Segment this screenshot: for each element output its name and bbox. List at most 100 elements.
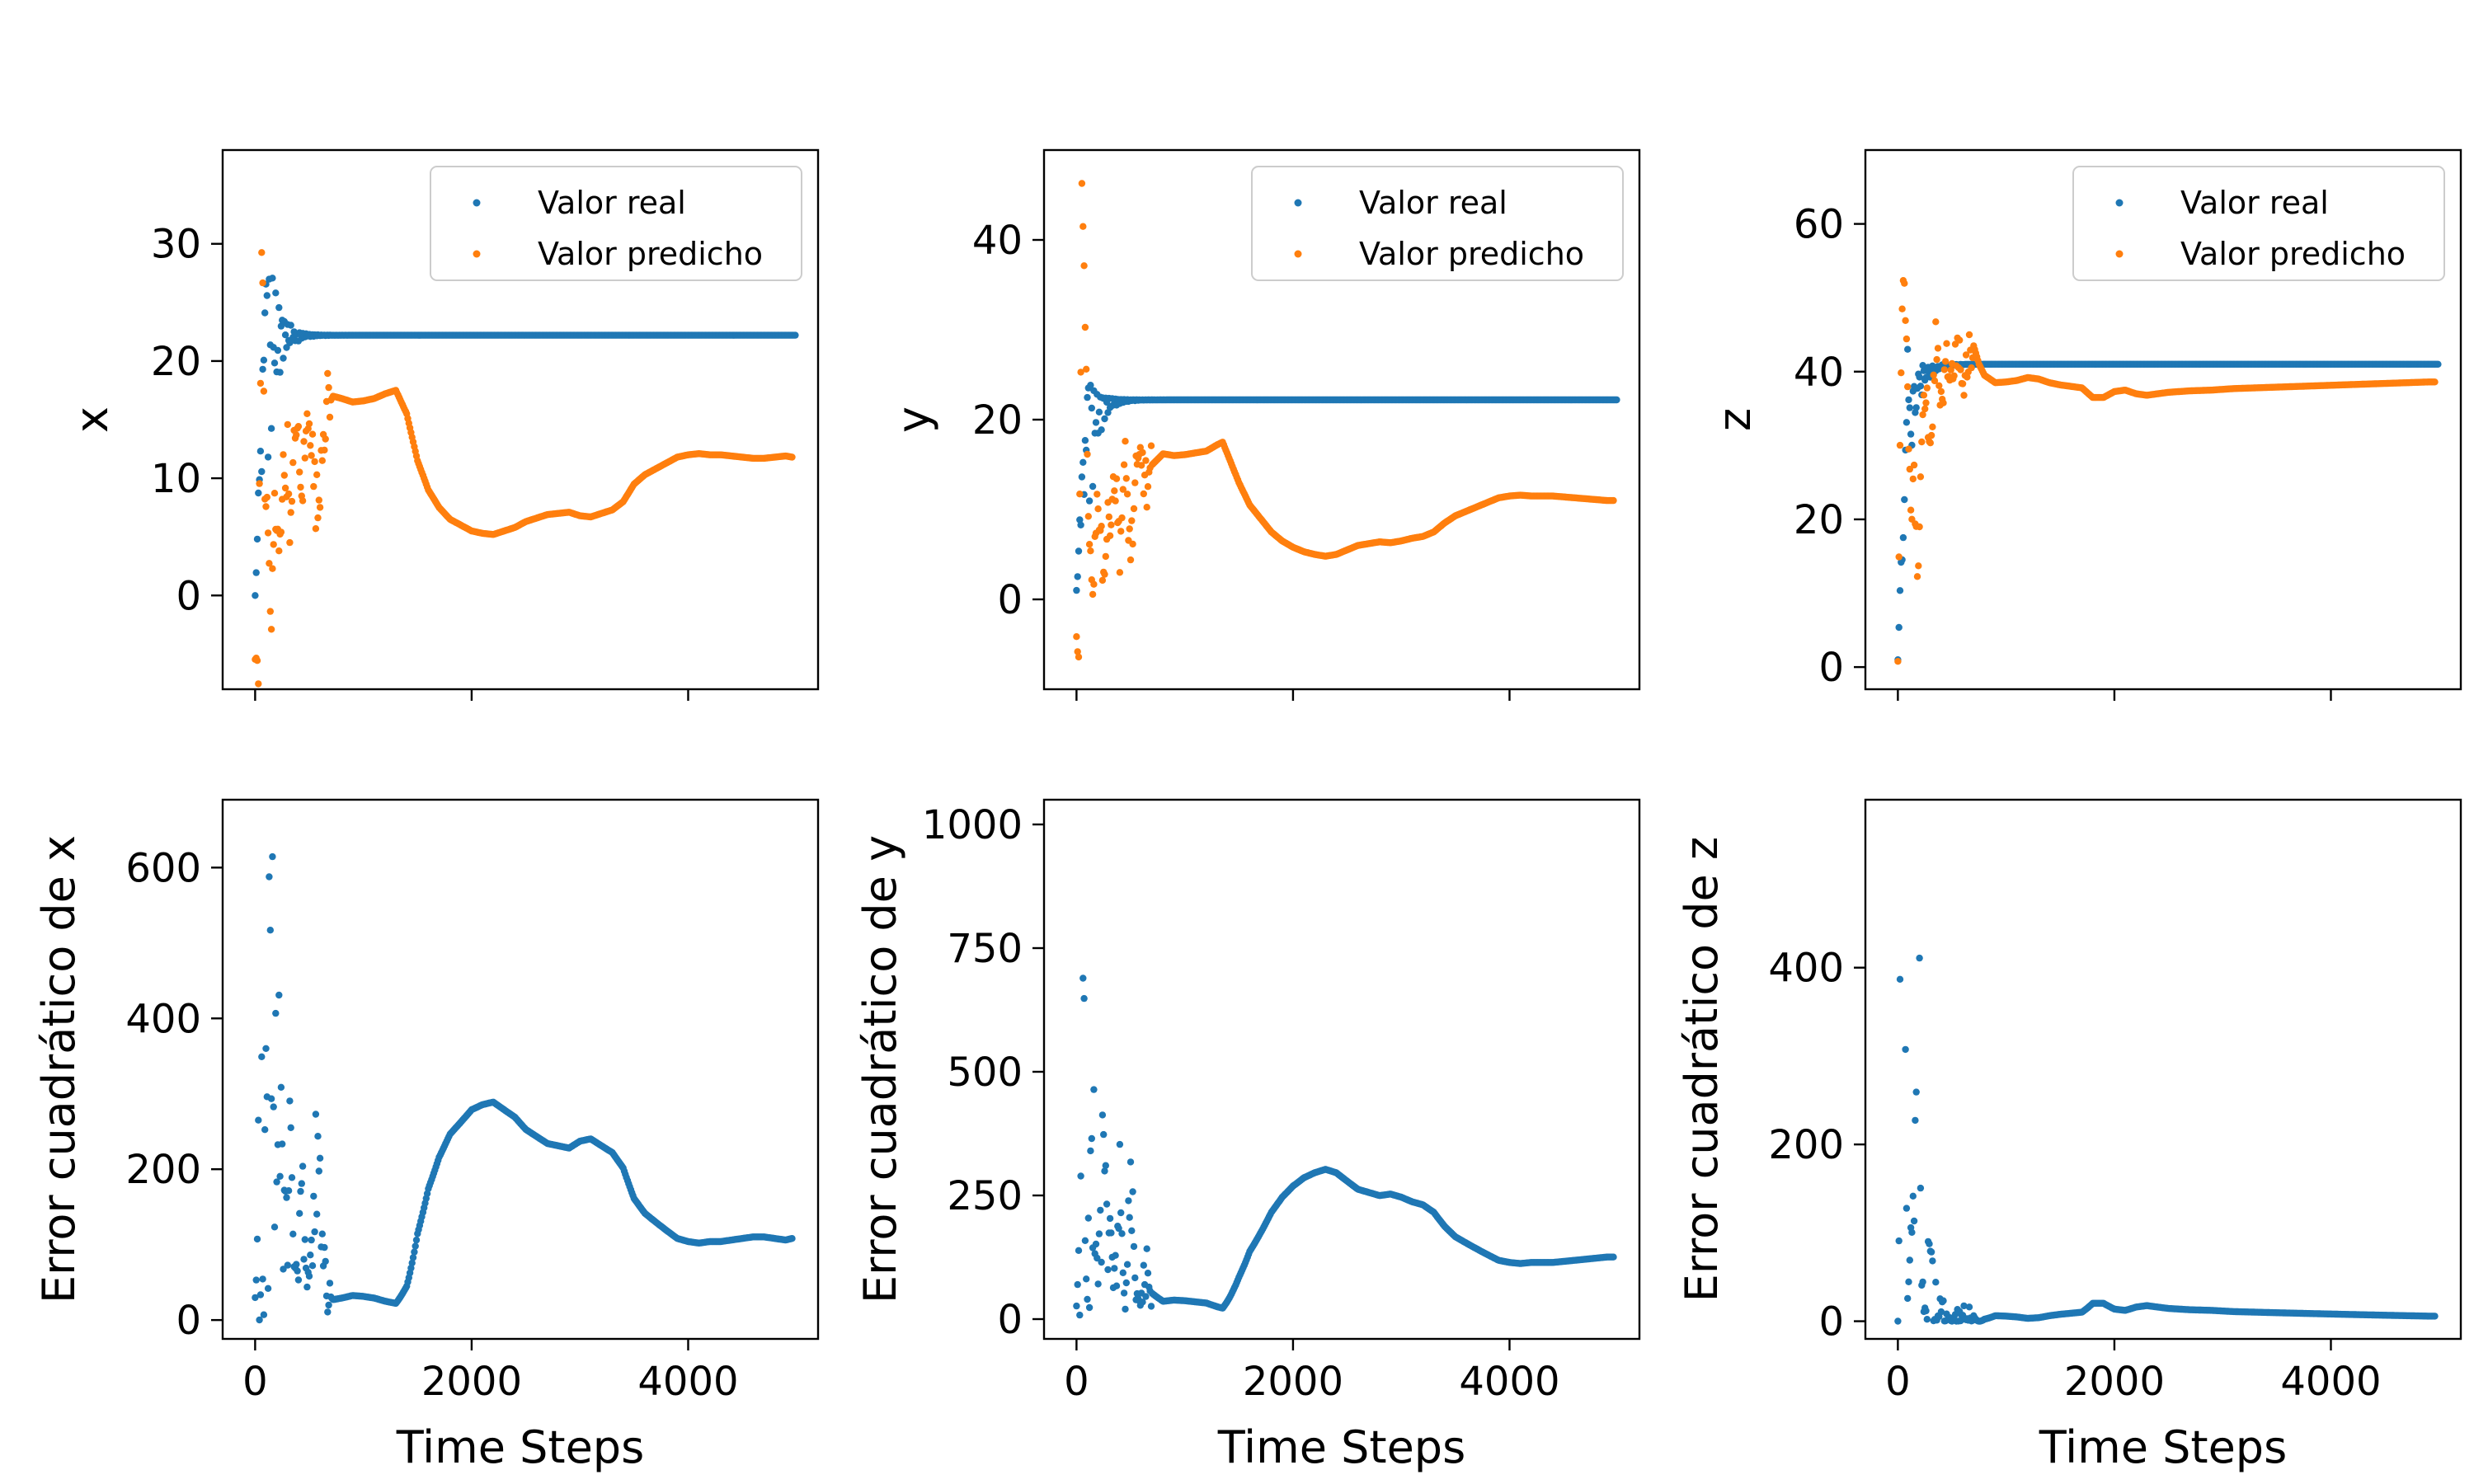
error-point — [1098, 1258, 1105, 1266]
real-point — [1079, 458, 1087, 466]
real-point — [1903, 419, 1911, 426]
error-point — [303, 1283, 311, 1291]
predicted-point — [1123, 491, 1131, 498]
error-point — [1120, 1289, 1128, 1297]
predicted-point — [1087, 547, 1094, 555]
real-point — [1613, 396, 1620, 404]
predicted-point — [1080, 262, 1088, 270]
error-point — [289, 1230, 297, 1238]
error-point — [272, 1009, 280, 1017]
error-point — [283, 1194, 290, 1201]
error-point — [1122, 1279, 1131, 1287]
error-point — [273, 1178, 280, 1186]
predicted-point — [253, 657, 261, 665]
error-point — [1126, 1214, 1133, 1221]
predicted-point — [1112, 497, 1119, 505]
predicted-point — [1111, 487, 1118, 495]
error-point — [1895, 1237, 1903, 1245]
error-point — [1906, 1256, 1913, 1264]
error-point — [324, 1308, 332, 1316]
real-point — [1085, 497, 1094, 505]
predicted-point — [307, 442, 314, 449]
predicted-point — [1102, 552, 1110, 561]
error-point — [1144, 1270, 1152, 1277]
real-point — [1919, 362, 1926, 369]
error-point — [1130, 1242, 1138, 1251]
real-point — [1078, 473, 1086, 481]
real-point — [261, 309, 269, 317]
legend-label-real: Valor real — [538, 185, 686, 221]
error-point — [1088, 1134, 1096, 1143]
error-point — [1926, 1240, 1933, 1247]
error-point — [1081, 1237, 1089, 1245]
y-axis-label: z — [1709, 408, 1761, 431]
axes-frame — [1042, 798, 1641, 1341]
error-point — [1087, 1147, 1094, 1155]
predicted-point — [1112, 475, 1121, 482]
predicted-point — [1128, 517, 1136, 524]
predicted-point — [318, 457, 326, 464]
error-point — [1898, 736, 1904, 743]
predicted-point — [303, 410, 311, 417]
predicted-point — [308, 430, 317, 438]
x-tick-label: 4000 — [637, 1359, 738, 1405]
real-point — [269, 275, 276, 282]
error-point — [275, 991, 283, 999]
predicted-point — [1147, 442, 1155, 449]
error-point — [1079, 974, 1087, 982]
error-point — [1147, 1303, 1155, 1310]
error-point — [305, 1272, 313, 1280]
error-point — [267, 1095, 275, 1102]
y-tick-label: 0 — [1818, 645, 1844, 691]
predicted-point — [1932, 318, 1940, 326]
real-point — [1092, 419, 1100, 426]
predicted-point — [1960, 392, 1968, 399]
error-point — [1100, 1130, 1108, 1139]
error-point — [284, 1261, 291, 1269]
predicted-point — [263, 493, 270, 501]
error-point — [1094, 1280, 1102, 1288]
predicted-point — [1084, 450, 1091, 458]
predicted-point — [325, 383, 332, 392]
error-point — [1917, 1184, 1925, 1192]
error-point — [1126, 1158, 1135, 1166]
y-tick-label: 10 — [151, 456, 201, 502]
error-point — [1077, 1172, 1084, 1180]
predicted-point — [1959, 380, 1967, 387]
real-point — [2434, 360, 2442, 368]
predicted-point — [1142, 457, 1150, 464]
legend-marker-real — [2115, 199, 2124, 207]
predicted-point — [256, 379, 265, 387]
predicted-point — [284, 420, 291, 429]
error-point — [270, 1103, 277, 1111]
error-point — [1894, 1317, 1902, 1325]
real-point — [281, 331, 289, 339]
error-point — [1080, 994, 1088, 1003]
predicted-point — [1895, 553, 1903, 561]
y-tick-label: 500 — [947, 1050, 1023, 1096]
real-point — [270, 359, 279, 367]
real-point — [1899, 533, 1907, 542]
error-point — [1912, 1116, 1919, 1125]
error-point — [1112, 1252, 1119, 1259]
predicted-point — [270, 541, 277, 548]
predicted-point — [788, 453, 796, 461]
predicted-point — [1943, 340, 1950, 347]
predicted-point — [280, 472, 288, 479]
predicted-point — [1083, 365, 1090, 373]
predicted-point — [1929, 423, 1936, 430]
predicted-point — [1894, 658, 1902, 665]
data-points — [1073, 974, 1617, 1319]
predicted-point — [1940, 399, 1947, 406]
error-point — [252, 1294, 259, 1302]
error-point — [1610, 1253, 1617, 1261]
predicted-point — [1077, 369, 1084, 376]
real-point — [1916, 373, 1923, 381]
data-points — [1894, 277, 2442, 665]
predicted-point — [1137, 462, 1145, 469]
predicted-point — [281, 484, 289, 492]
predicted-point — [1915, 562, 1922, 570]
real-point — [1896, 587, 1904, 594]
